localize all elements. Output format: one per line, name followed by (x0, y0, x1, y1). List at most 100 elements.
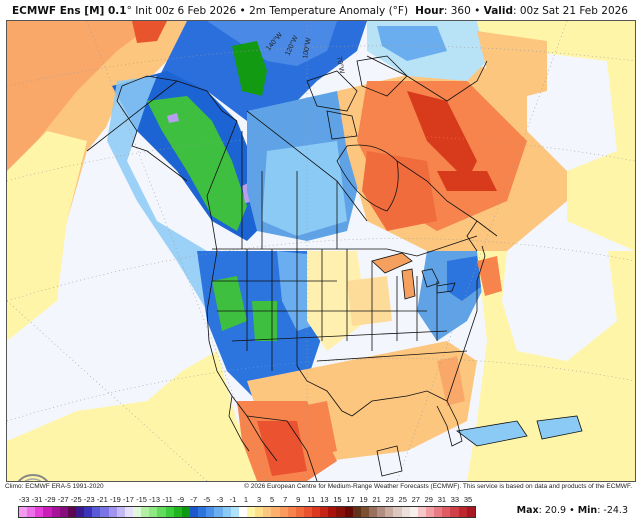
colorbar-swatch (295, 507, 304, 517)
colorbar-tick-label: 23 (385, 495, 394, 504)
colorbar-tick-label: -27 (57, 495, 69, 504)
colorbar-swatch (344, 507, 353, 517)
valid-separator: • (474, 5, 481, 17)
colorbar-tick-label: 29 (424, 495, 433, 504)
colorbar-swatch (328, 507, 337, 517)
colorbar-swatch (189, 507, 199, 517)
colorbar-swatch (230, 507, 239, 517)
colorbar-tick-label: 3 (256, 495, 262, 504)
colorbar-swatch (141, 507, 150, 517)
colorbar-swatch (67, 507, 76, 517)
colorbar-tick-label: 21 (372, 495, 381, 504)
colorbar-tick-label: 9 (296, 495, 301, 504)
colorbar-tick-label: -13 (149, 495, 160, 504)
degree-symbol: ° (126, 5, 132, 17)
colorbar-swatch (271, 507, 280, 517)
colorbar-swatch (417, 507, 427, 517)
colorbar-swatch (409, 507, 418, 517)
colorbar-swatch (198, 507, 207, 517)
max-value: : 20.9 (538, 505, 567, 516)
colorbar-swatch (336, 507, 345, 517)
colorbar-swatch (19, 507, 28, 517)
colorbar-tick-label: 13 (320, 495, 329, 504)
colorbar-tick-label: 31 (437, 495, 447, 504)
colorbar-tick-label: -1 (229, 495, 237, 504)
init-time: Init 00z 6 Feb 2026 (135, 5, 237, 17)
colorbar-swatch (255, 507, 264, 517)
colorbar-swatch (92, 507, 101, 517)
colorbar-swatch (287, 507, 296, 517)
colorbar-swatch (27, 507, 36, 517)
colorbar-tick-label: -3 (216, 495, 224, 504)
field-name: 2m Temperature Anomaly (°F) (249, 5, 409, 17)
colorbar-tick-label: 5 (270, 495, 275, 504)
colorbar-swatch (124, 507, 133, 517)
colorbar-swatch (360, 507, 370, 517)
colorbar-swatches (18, 506, 476, 518)
colorbar-swatch (132, 507, 142, 517)
max-min-stats: Max: 20.9 • Min: -24.3 (517, 505, 628, 516)
colorbar-tick-label: 7 (283, 495, 288, 504)
colorbar-swatch (303, 507, 313, 517)
colorbar-tick-label: -31 (31, 495, 43, 504)
colorbar-swatch (426, 507, 435, 517)
hour-label: Hour (415, 5, 444, 17)
colorbar-swatch (206, 507, 215, 517)
colorbar-tick-label: -5 (203, 495, 211, 504)
colorbar-legend: -33 -31 -29 -27 -25 -23 -21 -19 -17 -15 -13 -11 -9 -7… (14, 495, 476, 521)
copyright-credit: © 2026 European Centre for Medium-Range … (244, 483, 632, 490)
model-name: ECMWF Ens [M] 0.1 (12, 5, 127, 17)
colorbar-swatch (43, 507, 52, 517)
title-separator: • (239, 5, 246, 17)
colorbar-tick-label: -9 (177, 495, 185, 504)
map-title: ECMWF Ens [M] 0.1° Init 00z 6 Feb 2026 •… (12, 5, 408, 17)
colorbar-swatch (352, 507, 361, 517)
colorbar-swatch (157, 507, 166, 517)
colorbar-tick-label: -33 (18, 495, 30, 504)
min-label: Min (577, 505, 598, 516)
colorbar-swatch (466, 507, 475, 517)
colorbar-swatch (312, 507, 321, 517)
colorbar-tick-label: 33 (450, 495, 460, 504)
colorbar-swatch (246, 507, 256, 517)
colorbar-swatch (75, 507, 85, 517)
colorbar-swatch (458, 507, 467, 517)
colorbar-tick-label: 1 (243, 495, 249, 504)
colorbar-swatch (100, 507, 109, 517)
colorbar-tick-label: 11 (307, 495, 316, 504)
colorbar-swatch (377, 507, 386, 517)
colorbar-swatch (165, 507, 174, 517)
colorbar-tick-label: -19 (109, 495, 121, 504)
temperature-anomaly-map: 140°W 120°W 100°W 70°W WEATHERBELL (6, 20, 636, 482)
colorbar-swatch (181, 507, 190, 517)
colorbar-tick-label: 25 (398, 495, 407, 504)
colorbar-swatch (51, 507, 60, 517)
colorbar-swatch (320, 507, 329, 517)
colorbar-swatch (214, 507, 223, 517)
colorbar-swatch (108, 507, 117, 517)
colorbar-swatch (59, 507, 68, 517)
colorbar-tick-label: 35 (463, 495, 473, 504)
weatherbell-logo: WEATHERBELL (15, 473, 85, 481)
colorbar-swatch (450, 507, 459, 517)
colorbar-tick-label: 17 (346, 495, 355, 504)
colorbar-tick-label: -17 (123, 495, 134, 504)
colorbar-swatch (279, 507, 288, 517)
colorbar-tick-label: -15 (136, 495, 147, 504)
valid-value: : 00z Sat 21 Feb 2026 (513, 5, 628, 17)
lon-label-100w: 100°W (301, 37, 313, 60)
colorbar-swatch (263, 507, 272, 517)
lon-label-70w: 70°W (335, 56, 346, 75)
colorbar-swatch (84, 507, 93, 517)
colorbar-swatch (401, 507, 410, 517)
colorbar-swatch (149, 507, 158, 517)
stats-separator: • (569, 505, 575, 516)
colorbar-swatch (393, 507, 402, 517)
valid-time-info: Hour: 360 • Valid: 00z Sat 21 Feb 2026 (415, 5, 628, 17)
colorbar-swatch (173, 507, 182, 517)
climo-credit: Climo: ECMWF ERA-5 1991-2020 (5, 483, 104, 490)
valid-label: Valid (483, 5, 513, 17)
colorbar-swatch (442, 507, 451, 517)
colorbar-labels: -33 -31 -29 -27 -25 -23 -21 -19 -17 -15 -13 -11 -9 -7… (14, 495, 474, 505)
hour-value: : 360 (443, 5, 471, 17)
